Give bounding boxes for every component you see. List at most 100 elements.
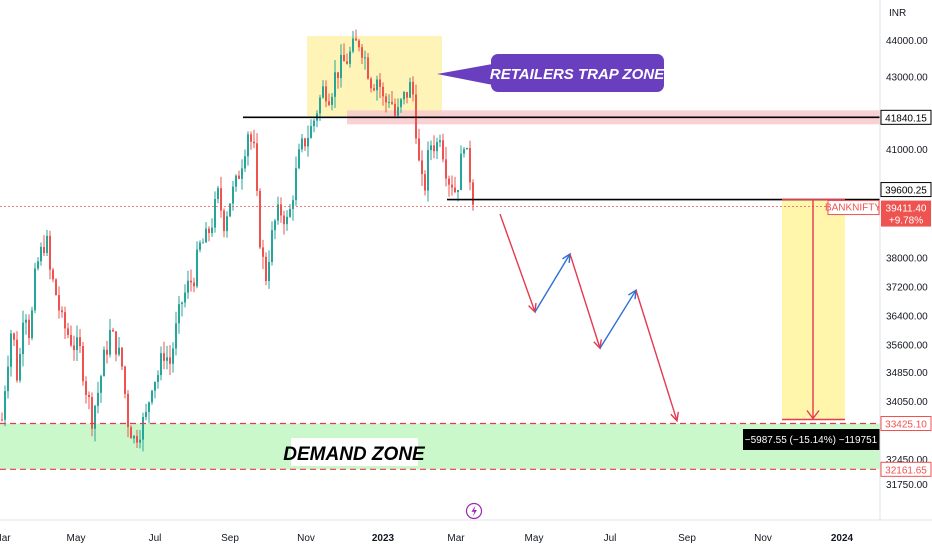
candle xyxy=(43,235,45,257)
projection-segment xyxy=(599,289,637,349)
candle xyxy=(268,250,270,289)
candle xyxy=(64,306,66,340)
candle xyxy=(28,314,30,346)
price-tick-label: 44000.00 xyxy=(886,36,928,47)
candle xyxy=(40,242,42,266)
candle xyxy=(424,170,426,196)
time-tick-label: 2023 xyxy=(372,533,395,544)
svg-text:32161.65: 32161.65 xyxy=(885,465,927,476)
candle xyxy=(379,72,381,99)
candle xyxy=(76,325,78,361)
symbol-label: BANKNIFTY xyxy=(825,203,881,214)
candle xyxy=(223,208,225,238)
candle xyxy=(412,76,414,102)
candle xyxy=(463,146,465,158)
candle xyxy=(202,238,204,244)
candles-group xyxy=(1,29,474,452)
candle xyxy=(334,60,336,108)
projection-path xyxy=(499,213,679,423)
price-tick-label: 43000.00 xyxy=(886,72,928,83)
candle xyxy=(121,347,123,371)
target-arrow-head xyxy=(806,410,820,420)
current-price-tag: 39411.40+9.78% xyxy=(881,200,931,227)
candle xyxy=(130,425,132,439)
candle xyxy=(370,76,372,93)
candle xyxy=(133,434,135,444)
candle xyxy=(187,270,189,299)
time-tick-label: May xyxy=(525,533,544,544)
svg-text:39411.40: 39411.40 xyxy=(886,204,927,215)
candle xyxy=(106,340,108,364)
projection-arrowhead xyxy=(670,411,679,423)
candle xyxy=(10,329,12,377)
demand-zone-fill xyxy=(0,423,880,470)
candle xyxy=(364,50,366,70)
candle xyxy=(469,140,471,191)
candle xyxy=(148,401,150,424)
candle xyxy=(346,53,348,65)
candle xyxy=(304,137,306,151)
candle xyxy=(343,43,345,62)
candle xyxy=(175,311,177,356)
candle xyxy=(238,170,240,180)
candle xyxy=(157,370,159,389)
candle xyxy=(427,141,429,202)
candle xyxy=(250,131,252,150)
candle xyxy=(307,125,309,157)
svg-text:+9.78%: +9.78% xyxy=(889,216,923,227)
candle xyxy=(445,146,447,187)
price-level-tag: 39600.25 xyxy=(880,182,932,198)
candle xyxy=(184,284,186,308)
time-axis[interactable]: Mar May Jul Sep Nov 2023 Mar May Jul Sep Nov 2024 xyxy=(0,533,854,544)
candle xyxy=(340,44,342,88)
candle xyxy=(34,262,36,314)
time-tick-label: Sep xyxy=(678,533,696,544)
candle xyxy=(415,84,417,144)
candle xyxy=(79,329,81,354)
candle xyxy=(319,94,321,121)
projection-arrowhead xyxy=(562,252,571,263)
candle xyxy=(394,98,396,119)
candle xyxy=(283,210,285,235)
candle xyxy=(442,133,444,163)
candle xyxy=(193,277,195,293)
measurement-badge xyxy=(743,429,880,450)
price-tick-label: 34050.00 xyxy=(886,397,928,408)
price-axis[interactable]: 44000.00 43000.00 41000.00 38000.00 37200.00… xyxy=(886,36,928,491)
candle xyxy=(439,134,441,147)
svg-text:41840.15: 41840.15 xyxy=(885,113,927,124)
currency-label: INR xyxy=(889,8,906,19)
candle xyxy=(73,335,75,361)
candle xyxy=(145,403,147,421)
price-level-tag: 32161.65 xyxy=(880,461,932,477)
candle xyxy=(331,92,333,111)
candle xyxy=(262,239,264,270)
price-tick-label: 35600.00 xyxy=(886,341,928,352)
candle xyxy=(61,306,63,318)
candle xyxy=(169,345,171,375)
trap-zone-callout xyxy=(491,54,664,92)
candle xyxy=(49,230,51,280)
candle xyxy=(277,196,279,225)
candle xyxy=(25,314,27,335)
candle xyxy=(310,119,312,139)
price-tick-label: 31750.00 xyxy=(886,480,928,491)
candle xyxy=(325,80,327,108)
candle xyxy=(181,301,183,317)
candle xyxy=(280,197,282,223)
candle xyxy=(448,175,450,197)
callout-pointer xyxy=(437,63,498,86)
level-tags: 41840.15 39600.25 39411.40+9.78% 33425.10 32… xyxy=(880,109,932,477)
candle xyxy=(400,97,402,113)
candle xyxy=(7,355,9,399)
price-tick-label: 41000.00 xyxy=(886,145,928,156)
candle xyxy=(451,175,453,196)
time-tick-label: 2024 xyxy=(831,533,854,544)
candle xyxy=(256,133,258,197)
candle xyxy=(13,332,15,347)
svg-text:33425.10: 33425.10 xyxy=(885,420,927,431)
candle xyxy=(232,180,234,211)
candle xyxy=(136,429,138,448)
lightning-icon xyxy=(471,505,477,517)
